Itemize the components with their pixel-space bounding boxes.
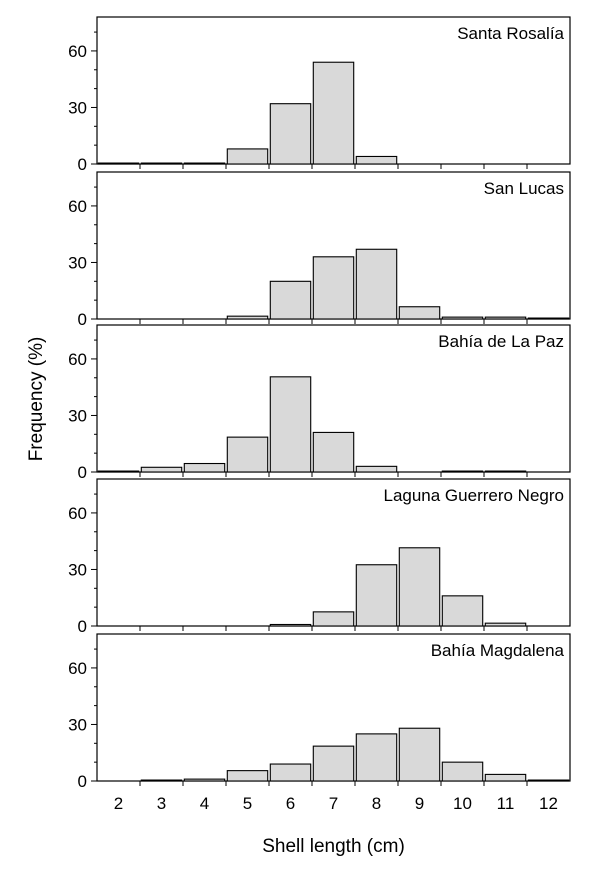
y-tick-label: 0 [78, 772, 87, 791]
x-tick-label: 6 [286, 794, 295, 813]
panel-title: San Lucas [484, 179, 564, 198]
x-tick-label: 10 [453, 794, 472, 813]
bar [269, 376, 312, 473]
bar [269, 280, 312, 320]
y-tick-label: 30 [68, 715, 87, 734]
bar [97, 162, 140, 165]
x-tick-label: 7 [329, 794, 338, 813]
x-tick-label: 12 [539, 794, 558, 813]
y-tick-label: 0 [78, 155, 87, 174]
bar [97, 470, 140, 473]
bar [355, 733, 398, 782]
bar [226, 315, 269, 320]
bar [398, 547, 441, 627]
y-tick-label: 0 [78, 463, 87, 482]
y-tick-label: 30 [68, 560, 87, 579]
bar [183, 778, 226, 782]
bar [226, 148, 269, 165]
panel: 0 30 60 Laguna Guerrero Negro [68, 478, 571, 636]
bar [140, 162, 183, 165]
x-tick-label: 5 [243, 794, 252, 813]
x-tick-label: 4 [200, 794, 209, 813]
bar [269, 763, 312, 782]
bar [441, 595, 484, 627]
bar [183, 462, 226, 473]
y-tick-label: 60 [68, 350, 87, 369]
bar [355, 248, 398, 320]
bar [441, 761, 484, 782]
panel: 0 30 60 Santa Rosalía [68, 16, 571, 174]
bar [484, 622, 527, 627]
y-tick-label: 0 [78, 310, 87, 329]
y-tick-label: 30 [68, 98, 87, 117]
bar [312, 61, 355, 165]
x-axis-label: Shell length (cm) [262, 836, 405, 857]
x-tick-label: 3 [157, 794, 166, 813]
panel-title: Laguna Guerrero Negro [383, 486, 564, 505]
panel-title: Santa Rosalía [457, 24, 564, 43]
bar [355, 564, 398, 627]
bar [140, 466, 183, 473]
bar [226, 436, 269, 473]
y-tick-label: 0 [78, 617, 87, 636]
x-tick-label: 11 [497, 794, 515, 813]
bar [441, 316, 484, 320]
panel: 0 30 60 San Lucas [68, 171, 571, 329]
y-axis-label: Frequency (%) [26, 337, 47, 462]
bar [484, 470, 527, 473]
bar [183, 162, 226, 165]
panel-title: Bahía de La Paz [438, 332, 564, 351]
panel: 0 30 60 Bahía de La Paz [68, 324, 571, 482]
bar [355, 155, 398, 165]
bar [527, 317, 570, 320]
bar [398, 306, 441, 320]
bar [269, 623, 312, 627]
bar [312, 745, 355, 782]
bar [527, 779, 570, 782]
y-tick-label: 60 [68, 197, 87, 216]
bar [140, 779, 183, 782]
bar [355, 465, 398, 473]
y-tick-label: 60 [68, 42, 87, 61]
x-tick-label: 8 [372, 794, 381, 813]
bar [484, 773, 527, 782]
bar [484, 316, 527, 320]
y-tick-label: 30 [68, 406, 87, 425]
bar [226, 770, 269, 782]
bar [441, 470, 484, 473]
bar [312, 431, 355, 473]
panel: 0 30 60 Bahía Magdalena [68, 633, 571, 791]
x-tick-label: 2 [114, 794, 123, 813]
bar [398, 727, 441, 782]
bar [269, 103, 312, 165]
panel-title: Bahía Magdalena [431, 641, 565, 660]
y-tick-label: 60 [68, 504, 87, 523]
y-tick-label: 30 [68, 253, 87, 272]
bar [312, 256, 355, 320]
y-tick-label: 60 [68, 659, 87, 678]
x-tick-label: 9 [415, 794, 424, 813]
bar [312, 611, 355, 627]
